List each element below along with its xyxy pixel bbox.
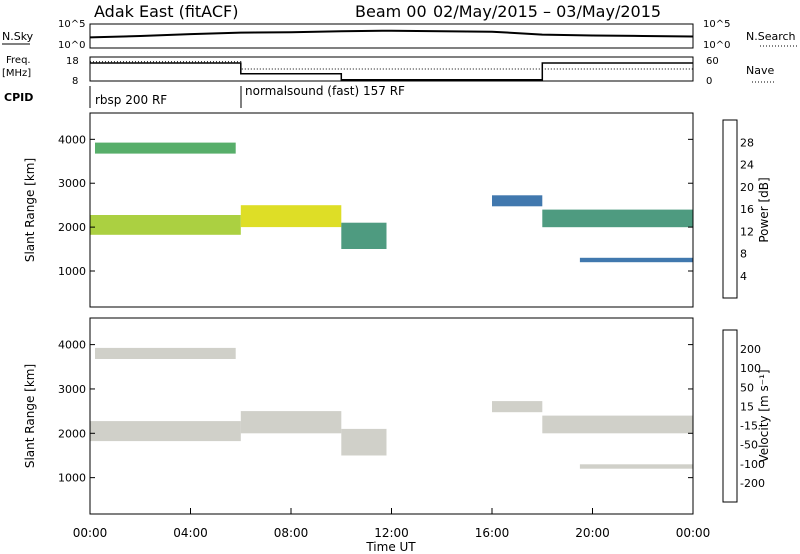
velocity-ylabel: Slant Range [km] [23,364,37,468]
freq-label-bottom: [MHz] [2,68,31,79]
ytick-label-3: 4000 [58,133,86,146]
power-rti-panel: 1000 2000 3000 4000 Slant Range [km] [23,112,694,308]
colorbar-tick-4: -15 [740,420,758,433]
heatmap-region-3 [341,222,387,249]
velocity-colorbar: 200 100 50 15 -15 -50 -100 -200 [722,329,765,503]
cpid-segment-rbsp: rbsp 200 RF [95,93,167,107]
velocity-ytick-group: 1000 2000 3000 4000 [58,339,693,485]
colorbar-tick-0: 28 [740,136,754,149]
ytick-label-2: 3000 [58,177,86,190]
nsky-tick-bottom: 10^0 [58,40,85,51]
ytick-label-1: 2000 [58,427,86,440]
heatmap-region-1 [95,347,236,359]
nsearch-tick-bottom: 10^0 [703,40,730,51]
xtick-label-4: 16:00 [475,526,510,540]
heatmap-region-5 [542,209,694,228]
ytick-label-0: 1000 [58,265,86,278]
heatmap-region-4 [492,401,543,413]
power-colorbar: 28 24 20 16 12 8 4 [722,119,754,299]
colorbar-tick-0: 200 [740,343,761,356]
colorbar-tick-6: -100 [740,458,765,471]
xtick-label-0: 00:00 [73,526,108,540]
freq-series-line [90,62,693,81]
heatmap-region-5 [542,415,694,434]
freq-label-top: Freq. [6,55,31,66]
xtick-label-3: 12:00 [374,526,409,540]
heatmap-region-4 [492,195,543,207]
ytick-label-2: 3000 [58,383,86,396]
freq-frame [89,56,694,82]
cpid-label: CPID [4,91,33,104]
cpid-row: CPID rbsp 200 RF normalsound (fast) 157 … [4,84,405,108]
power-region-group [90,142,694,263]
colorbar-tick-3: 15 [740,400,754,413]
nave-tick-bottom: 0 [706,76,712,87]
colorbar-tick-3: 16 [740,203,754,216]
xtick-label-6: 00:00 [676,526,711,540]
power-ytick-group: 1000 2000 3000 4000 [58,133,693,278]
nsky-tick-top: 10^5 [58,19,85,30]
xtick-label-5: 20:00 [575,526,610,540]
heatmap-region-2 [240,411,342,434]
freq-tick-bottom: 8 [72,76,78,87]
nsky-label: N.Sky [2,30,34,43]
ytick-label-1: 2000 [58,221,86,234]
nave-tick-top: 60 [706,56,719,67]
freq-tick-top: 18 [66,56,79,67]
colorbar-tick-1: 100 [740,362,761,375]
nave-series-line [90,61,693,70]
xtick-label-1: 04:00 [173,526,208,540]
heatmap-region-6 [579,257,693,263]
cpid-segment-normalsound: normalsound (fast) 157 RF [245,84,405,98]
heatmap-region-0 [90,215,241,235]
nave-label: Nave [746,64,774,77]
heatmap-region-3 [341,428,387,456]
station-title: Adak East (fitACF) [94,2,238,21]
velocity-colorbar-label: Velocity [m s⁻¹] [757,369,771,462]
colorbar-frame [722,329,738,503]
ytick-label-3: 4000 [58,339,86,352]
xtick-label-2: 08:00 [274,526,309,540]
colorbar-tick-1: 24 [740,159,754,172]
colorbar-tick-6: 4 [740,270,747,283]
time-axis: 00:00 04:00 08:00 12:00 16:00 20:00 00:00 [73,508,711,540]
beam-label: Beam 00 [355,2,427,21]
velocity-rti-panel: 1000 2000 3000 4000 Slant Range [km] [23,317,694,515]
power-ylabel: Slant Range [km] [23,158,37,262]
colorbar-tick-4: 12 [740,225,754,238]
ytick-label-0: 1000 [58,472,86,485]
date-range: 02/May/2015 – 03/May/2015 [433,2,661,21]
colorbar-tick-5: 8 [740,248,747,261]
colorbar-tick-2: 50 [740,381,754,394]
nsearch-label: N.Search [746,30,796,43]
heatmap-region-0 [90,421,241,442]
heatmap-region-2 [240,205,342,228]
freq-panel: Freq. [MHz] 18 8 60 0 Nave [2,55,776,87]
colorbar-frame [722,119,738,299]
nsky-panel: N.Sky 10^5 10^0 10^5 10^0 N.Search [2,19,798,51]
colorbar-tick-7: -200 [740,477,765,490]
nsearch-tick-top: 10^5 [703,19,730,30]
colorbar-tick-5: -50 [740,439,758,452]
power-frame [89,112,694,308]
heatmap-region-1 [95,142,236,154]
velocity-region-group [90,347,694,469]
colorbar-tick-2: 20 [740,181,754,194]
nsky-series-line [89,29,694,39]
power-colorbar-label: Power [dB] [757,177,771,242]
time-axis-label: Time UT [365,540,416,554]
heatmap-region-6 [579,464,693,469]
